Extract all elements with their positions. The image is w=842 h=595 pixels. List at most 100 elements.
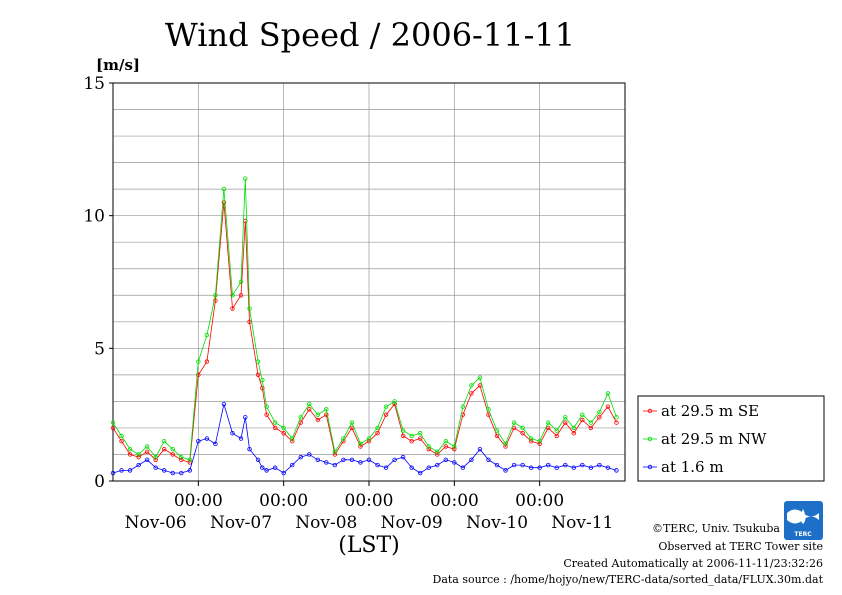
x-time-label: 00:00 (174, 491, 223, 511)
data-point (563, 462, 568, 468)
data-point (460, 465, 466, 470)
data-point (366, 439, 372, 444)
data-point (426, 444, 431, 449)
data-point (315, 412, 320, 417)
data-point (264, 412, 269, 417)
x-date-label: Nov-07 (210, 513, 272, 533)
legend: at 29.5 m SE at 29.5 m NW at 1.6 m (637, 395, 825, 482)
data-point (520, 462, 525, 468)
data-point (136, 452, 141, 457)
data-point (409, 439, 414, 444)
data-point (494, 428, 500, 433)
data-point (605, 465, 611, 470)
data-point (127, 452, 133, 457)
data-point (580, 412, 585, 417)
data-point (298, 454, 303, 460)
data-point (119, 468, 124, 473)
data-point (614, 420, 619, 425)
data-point (136, 462, 141, 468)
data-point (153, 457, 158, 462)
data-point (546, 425, 551, 431)
data-point (247, 446, 252, 452)
data-point (196, 359, 201, 364)
data-point (563, 420, 568, 425)
data-point (315, 417, 320, 423)
data-point (161, 468, 167, 473)
data-source-text: Data source : /home/hojyo/new/TERC-data/… (433, 573, 824, 586)
data-point (264, 468, 269, 473)
legend-label: at 1.6 m (661, 458, 724, 476)
data-point (324, 460, 329, 465)
data-point (375, 425, 380, 431)
data-point (597, 462, 602, 468)
y-tick-label: 0 (94, 472, 105, 492)
legend-marker-swatch (647, 408, 653, 414)
data-point (503, 444, 508, 449)
data-point (477, 375, 483, 380)
data-point (511, 462, 517, 468)
data-point (435, 449, 440, 455)
data-point (358, 444, 363, 449)
data-point (537, 439, 542, 444)
data-point (281, 470, 286, 476)
data-point (196, 439, 201, 444)
data-point (546, 420, 551, 425)
data-point (221, 200, 227, 205)
data-point (597, 415, 602, 420)
data-point (392, 399, 397, 404)
data-point (528, 439, 534, 444)
data-point (179, 454, 184, 460)
x-axis-label: (LST) (338, 533, 400, 558)
data-point (358, 441, 363, 447)
data-point (187, 468, 192, 473)
data-point (341, 436, 346, 441)
data-point (119, 439, 124, 444)
data-point (110, 470, 116, 476)
data-point (144, 444, 150, 449)
data-point (315, 457, 320, 462)
data-point (400, 433, 406, 439)
data-point (409, 433, 414, 439)
legend-frame (637, 395, 825, 482)
data-point (571, 465, 576, 470)
data-point (580, 462, 585, 468)
x-time-label: 00:00 (430, 491, 479, 511)
data-point (272, 425, 278, 431)
x-date-label: Nov-10 (466, 513, 528, 533)
data-point (366, 457, 372, 462)
data-point (588, 420, 594, 425)
data-point (503, 468, 508, 473)
x-date-label: Nov-08 (295, 513, 357, 533)
water-drop-icon (800, 509, 806, 524)
data-point (307, 407, 312, 412)
data-point (563, 415, 568, 420)
series-line (112, 202, 617, 463)
data-point (204, 436, 210, 441)
data-point (281, 425, 286, 431)
data-point (260, 465, 265, 470)
legend-label: at 29.5 m SE (661, 402, 759, 420)
data-point (435, 462, 440, 468)
grid-lines (113, 83, 625, 481)
data-point (136, 454, 141, 460)
x-time-label: 00:00 (259, 491, 308, 511)
y-axis-unit-label: [m/s] (96, 56, 140, 74)
data-point (400, 428, 406, 433)
data-point (418, 470, 423, 476)
data-point (272, 465, 278, 470)
data-point (614, 415, 619, 420)
data-point (204, 359, 210, 364)
data-point (597, 409, 602, 415)
data-point (486, 407, 491, 412)
data-point (260, 385, 265, 391)
data-point (153, 454, 158, 460)
data-point (221, 186, 227, 192)
data-point (392, 457, 397, 462)
y-tick-label: 15 (83, 74, 105, 94)
data-point (554, 465, 559, 470)
data-point (443, 457, 448, 462)
data-point (375, 431, 380, 436)
data-point (264, 404, 269, 409)
data-point (170, 452, 175, 457)
legend-label: at 29.5 m NW (661, 430, 767, 448)
